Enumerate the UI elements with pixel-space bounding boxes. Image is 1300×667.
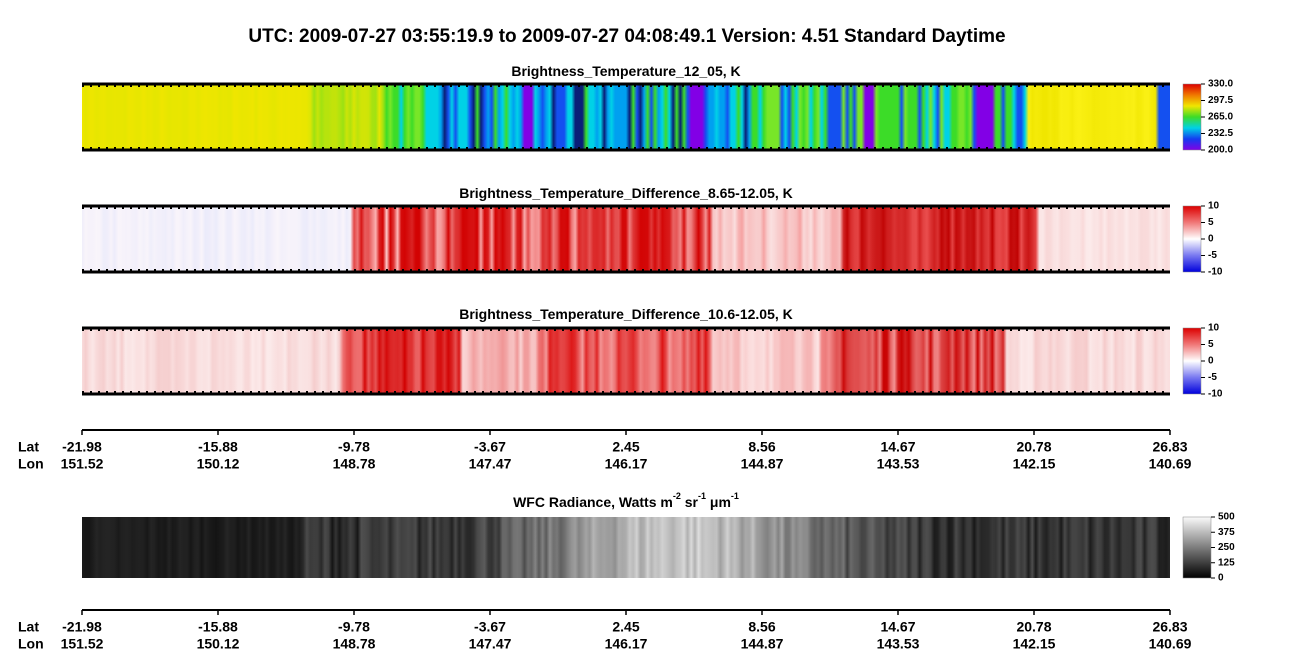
panel-title: Brightness_Temperature_Difference_10.6-1… — [459, 306, 793, 322]
colorbar-label: 0 — [1208, 356, 1214, 367]
lon-tick-label: 146.17 — [605, 456, 648, 472]
lat-tick-label: 20.78 — [1016, 439, 1051, 455]
lat-tick-label: -3.67 — [474, 439, 506, 455]
lon-tick-label: 150.12 — [197, 636, 240, 652]
lon-tick-label: 142.15 — [1013, 636, 1056, 652]
lat-label: Lat — [18, 439, 39, 455]
scene-image — [82, 84, 1170, 150]
lat-tick-label: 8.56 — [748, 439, 775, 455]
lon-tick-label: 147.47 — [469, 636, 512, 652]
colorbar — [1182, 205, 1202, 273]
lon-tick-label: 148.78 — [333, 456, 376, 472]
scene-image — [82, 328, 1170, 394]
colorbar-label: 500 — [1218, 512, 1235, 523]
colorbar-label: -10 — [1208, 389, 1223, 400]
lat-tick-label: 2.45 — [612, 439, 639, 455]
scene-image — [82, 517, 1170, 578]
colorbar-label: 5 — [1208, 217, 1214, 228]
lon-tick-label: 148.78 — [333, 636, 376, 652]
colorbar-label: 5 — [1208, 339, 1214, 350]
lat-tick-label: 8.56 — [748, 619, 775, 635]
lat-tick-label: 26.83 — [1152, 439, 1187, 455]
lat-tick-label: -9.78 — [338, 439, 370, 455]
colorbar-label: 0 — [1218, 573, 1224, 584]
lat-label: Lat — [18, 619, 39, 635]
lon-tick-label: 140.69 — [1149, 456, 1192, 472]
colorbar-label: 250 — [1218, 542, 1235, 553]
colorbar-label: -10 — [1208, 267, 1223, 278]
lon-tick-label: 143.53 — [877, 636, 920, 652]
colorbar-label: 232.5 — [1208, 128, 1233, 139]
colorbar — [1182, 516, 1212, 579]
panel-title: Brightness_Temperature_12_05, K — [511, 63, 740, 79]
lon-label: Lon — [18, 636, 44, 652]
lat-tick-label: -21.98 — [62, 619, 102, 635]
colorbar-label: 0 — [1208, 234, 1214, 245]
colorbar-label: -5 — [1208, 250, 1217, 261]
colorbar-label: 330.0 — [1208, 79, 1233, 90]
lat-tick-label: 14.67 — [880, 439, 915, 455]
colorbar-label: 10 — [1208, 323, 1220, 334]
lon-label: Lon — [18, 456, 44, 472]
lat-tick-label: -3.67 — [474, 619, 506, 635]
panel-title: Brightness_Temperature_Difference_8.65-1… — [459, 185, 793, 201]
lat-tick-label: 26.83 — [1152, 619, 1187, 635]
page-title: UTC: 2009-07-27 03:55:19.9 to 2009-07-27… — [248, 26, 1005, 47]
panel-title: WFC Radiance, Watts m-2 sr-1 μm-1 — [513, 491, 739, 509]
colorbar — [1182, 83, 1202, 151]
colorbar-label: 125 — [1218, 557, 1235, 568]
lon-tick-label: 144.87 — [741, 456, 784, 472]
lat-tick-label: 14.67 — [880, 619, 915, 635]
lon-tick-label: 151.52 — [61, 636, 104, 652]
lon-tick-label: 151.52 — [61, 456, 104, 472]
colorbar — [1182, 327, 1202, 395]
lat-tick-label: -15.88 — [198, 619, 238, 635]
lat-tick-label: -15.88 — [198, 439, 238, 455]
colorbar-label: 375 — [1218, 527, 1235, 538]
lon-tick-label: 144.87 — [741, 636, 784, 652]
lon-tick-label: 147.47 — [469, 456, 512, 472]
lat-tick-label: -9.78 — [338, 619, 370, 635]
lat-tick-label: 2.45 — [612, 619, 639, 635]
colorbar-label: -5 — [1208, 372, 1217, 383]
scene-image — [82, 206, 1170, 272]
colorbar-label: 297.5 — [1208, 95, 1233, 106]
lon-tick-label: 146.17 — [605, 636, 648, 652]
colorbar-label: 265.0 — [1208, 112, 1233, 123]
colorbar-label: 200.0 — [1208, 145, 1233, 156]
lat-tick-label: 20.78 — [1016, 619, 1051, 635]
lon-tick-label: 143.53 — [877, 456, 920, 472]
lat-tick-label: -21.98 — [62, 439, 102, 455]
colorbar-label: 10 — [1208, 201, 1220, 212]
lon-tick-label: 140.69 — [1149, 636, 1192, 652]
lon-tick-label: 142.15 — [1013, 456, 1056, 472]
lon-tick-label: 150.12 — [197, 456, 240, 472]
